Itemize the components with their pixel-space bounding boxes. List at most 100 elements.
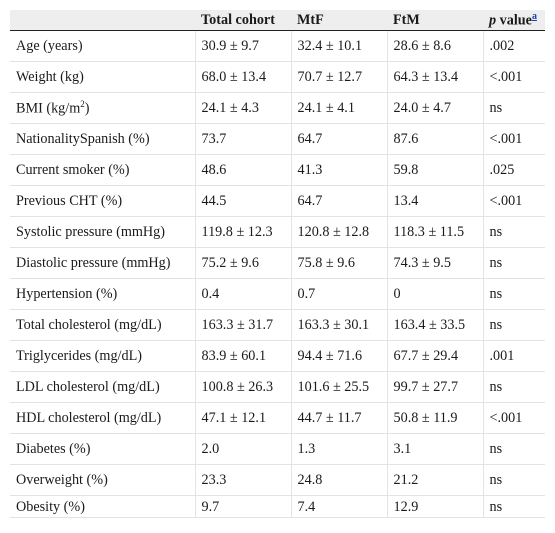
cell-total-cohort: 68.0 ± 13.4 — [195, 61, 292, 93]
table-row: Diastolic pressure (mmHg) 75.2 ± 9.6 75.8 … — [10, 247, 545, 279]
cell-mtf: 32.4 ± 10.1 — [291, 30, 388, 62]
cell-total-cohort: 73.7 — [195, 123, 292, 155]
row-label: NationalitySpanish (%) — [10, 123, 196, 155]
table-row: LDL cholesterol (mg/dL) 100.8 ± 26.3 101.6… — [10, 371, 545, 403]
row-label: Current smoker (%) — [10, 154, 196, 186]
cell-p-value: ns — [483, 278, 545, 310]
table-body: Age (years) 30.9 ± 9.7 32.4 ± 10.1 28.6 ± 8… — [10, 30, 545, 518]
cell-total-cohort: 9.7 — [195, 495, 292, 518]
cell-ftm: 3.1 — [387, 433, 484, 465]
cell-mtf: 120.8 ± 12.8 — [291, 216, 388, 248]
header-total-cohort: Total cohort — [195, 10, 291, 31]
cell-mtf: 64.7 — [291, 123, 388, 155]
cell-total-cohort: 47.1 ± 12.1 — [195, 402, 292, 434]
table-row: Systolic pressure (mmHg) 119.8 ± 12.3 120.… — [10, 216, 545, 248]
header-p-letter: p — [489, 12, 497, 29]
cell-total-cohort: 100.8 ± 26.3 — [195, 371, 292, 403]
cell-total-cohort: 48.6 — [195, 154, 292, 186]
row-label: Diabetes (%) — [10, 433, 196, 465]
row-label: Systolic pressure (mmHg) — [10, 216, 196, 248]
cell-total-cohort: 2.0 — [195, 433, 292, 465]
header-p-value: p valuea — [483, 10, 545, 31]
cell-ftm: 0 — [387, 278, 484, 310]
cell-p-value: ns — [483, 216, 545, 248]
row-label: LDL cholesterol (mg/dL) — [10, 371, 196, 403]
cell-ftm: 74.3 ± 9.5 — [387, 247, 484, 279]
cell-total-cohort: 75.2 ± 9.6 — [195, 247, 292, 279]
cell-ftm: 118.3 ± 11.5 — [387, 216, 484, 248]
header-ftm: FtM — [387, 10, 483, 31]
cell-ftm: 99.7 ± 27.7 — [387, 371, 484, 403]
header-variable — [10, 10, 195, 31]
table-header: Total cohort MtF FtM p valuea — [10, 10, 545, 31]
cell-p-value: <.001 — [483, 402, 545, 434]
cell-p-value: ns — [483, 92, 545, 124]
cell-p-value: ns — [483, 371, 545, 403]
cell-p-value: <.001 — [483, 185, 545, 217]
cell-ftm: 50.8 ± 11.9 — [387, 402, 484, 434]
cell-p-value: .001 — [483, 340, 545, 372]
row-label: Overweight (%) — [10, 464, 196, 496]
table-row: Triglycerides (mg/dL) 83.9 ± 60.1 94.4 ± 7… — [10, 340, 545, 372]
cell-mtf: 1.3 — [291, 433, 388, 465]
row-label-suffix: ) — [84, 100, 90, 117]
unit-superscript: 2 — [80, 98, 85, 109]
row-label: HDL cholesterol (mg/dL) — [10, 402, 196, 434]
cell-ftm: 87.6 — [387, 123, 484, 155]
cell-total-cohort: 23.3 — [195, 464, 292, 496]
table-row: Total cholesterol (mg/dL) 163.3 ± 31.7 163… — [10, 309, 545, 341]
row-label: Total cholesterol (mg/dL) — [10, 309, 196, 341]
row-label: BMI (kg/m2) — [10, 92, 196, 124]
cell-mtf: 101.6 ± 25.5 — [291, 371, 388, 403]
cell-p-value: <.001 — [483, 123, 545, 155]
cell-mtf: 0.7 — [291, 278, 388, 310]
cell-total-cohort: 119.8 ± 12.3 — [195, 216, 292, 248]
cell-mtf: 24.8 — [291, 464, 388, 496]
table-row: NationalitySpanish (%) 73.7 64.7 87.6 <.001 — [10, 123, 545, 155]
cell-mtf: 41.3 — [291, 154, 388, 186]
table-row: Obesity (%) 9.7 7.4 12.9 ns — [10, 495, 545, 518]
cell-p-value: ns — [483, 495, 545, 518]
cell-ftm: 13.4 — [387, 185, 484, 217]
cell-p-value: ns — [483, 309, 545, 341]
cell-total-cohort: 163.3 ± 31.7 — [195, 309, 292, 341]
cell-mtf: 94.4 ± 71.6 — [291, 340, 388, 372]
row-label: Weight (kg) — [10, 61, 196, 93]
table-row: Diabetes (%) 2.0 1.3 3.1 ns — [10, 433, 545, 465]
cell-mtf: 70.7 ± 12.7 — [291, 61, 388, 93]
cell-ftm: 24.0 ± 4.7 — [387, 92, 484, 124]
table-row: Age (years) 30.9 ± 9.7 32.4 ± 10.1 28.6 ± 8… — [10, 30, 545, 62]
row-label: Age (years) — [10, 30, 196, 62]
cell-mtf: 64.7 — [291, 185, 388, 217]
table-row: Current smoker (%) 48.6 41.3 59.8.025 — [10, 154, 545, 186]
table-row: Hypertension (%) 0.4 0.7 0 ns — [10, 278, 545, 310]
cell-total-cohort: 0.4 — [195, 278, 292, 310]
row-label: Previous CHT (%) — [10, 185, 196, 217]
cell-ftm: 59.8 — [387, 154, 484, 186]
cell-p-value: .025 — [483, 154, 545, 186]
cell-mtf: 7.4 — [291, 495, 388, 518]
cell-mtf: 75.8 ± 9.6 — [291, 247, 388, 279]
header-p-value-label: value — [496, 12, 532, 29]
cell-ftm: 67.7 ± 29.4 — [387, 340, 484, 372]
table-row: Previous CHT (%) 44.5 64.7 13.4 <.001 — [10, 185, 545, 217]
cell-total-cohort: 24.1 ± 4.3 — [195, 92, 292, 124]
cell-ftm: 64.3 ± 13.4 — [387, 61, 484, 93]
table-container: Total cohort MtF FtM p valuea Age (years… — [10, 10, 545, 518]
row-label-text: BMI (kg/m — [16, 100, 81, 117]
table-row: Weight (kg) 68.0 ± 13.4 70.7 ± 12.7 64.3 ± … — [10, 61, 545, 93]
cell-mtf: 44.7 ± 11.7 — [291, 402, 388, 434]
table-row: HDL cholesterol (mg/dL) 47.1 ± 12.1 44.7 ±… — [10, 402, 545, 434]
row-label: Diastolic pressure (mmHg) — [10, 247, 196, 279]
row-label: Triglycerides (mg/dL) — [10, 340, 196, 372]
header-mtf: MtF — [291, 10, 387, 31]
cell-ftm: 12.9 — [387, 495, 484, 518]
footnote-a-link[interactable]: a — [531, 10, 537, 22]
cell-ftm: 163.4 ± 33.5 — [387, 309, 484, 341]
cell-p-value: ns — [483, 247, 545, 279]
row-label: Hypertension (%) — [10, 278, 196, 310]
cell-ftm: 21.2 — [387, 464, 484, 496]
cell-total-cohort: 30.9 ± 9.7 — [195, 30, 292, 62]
cell-p-value: ns — [483, 433, 545, 465]
cell-p-value: ns — [483, 464, 545, 496]
